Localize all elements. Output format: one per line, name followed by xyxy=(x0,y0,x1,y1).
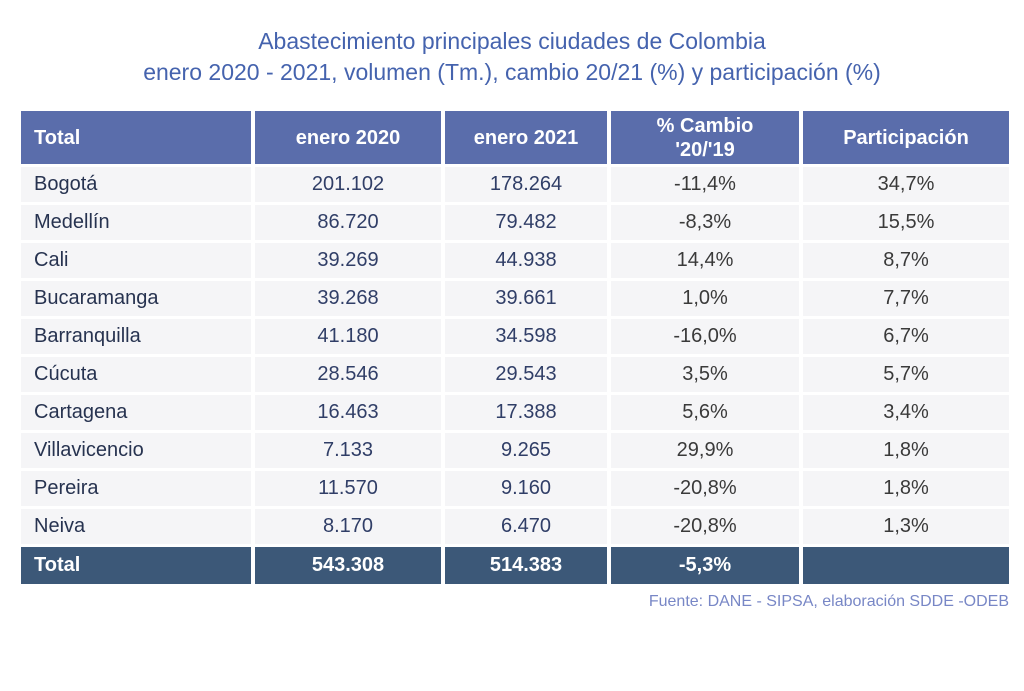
table-row: Barranquilla 41.180 34.598 -16,0% 6,7% xyxy=(21,319,1009,357)
cambio-cell: 29,9% xyxy=(611,433,803,471)
table-row: Neiva 8.170 6.470 -20,8% 1,3% xyxy=(21,509,1009,547)
participacion-cell: 6,7% xyxy=(803,319,1009,357)
cambio-cell: 14,4% xyxy=(611,243,803,281)
column-header-cambio: % Cambio '20/'19 xyxy=(611,111,803,167)
city-cell: Pereira xyxy=(21,471,255,509)
cambio-cell: 3,5% xyxy=(611,357,803,395)
participacion-cell: 1,8% xyxy=(803,433,1009,471)
total-enero-2020-cell: 543.308 xyxy=(255,547,445,584)
enero-2021-cell: 9.160 xyxy=(445,471,611,509)
table-row: Bogotá 201.102 178.264 -11,4% 34,7% xyxy=(21,167,1009,205)
table-row: Pereira 11.570 9.160 -20,8% 1,8% xyxy=(21,471,1009,509)
participacion-cell: 5,7% xyxy=(803,357,1009,395)
total-participacion-cell xyxy=(803,547,1009,584)
enero-2020-cell: 8.170 xyxy=(255,509,445,547)
city-cell: Cartagena xyxy=(21,395,255,433)
page-root: Abastecimiento principales ciudades de C… xyxy=(0,26,1024,611)
table-row: Villavicencio 7.133 9.265 29,9% 1,8% xyxy=(21,433,1009,471)
total-cambio-cell: -5,3% xyxy=(611,547,803,584)
enero-2021-cell: 39.661 xyxy=(445,281,611,319)
enero-2020-cell: 39.268 xyxy=(255,281,445,319)
enero-2020-cell: 7.133 xyxy=(255,433,445,471)
cambio-cell: 1,0% xyxy=(611,281,803,319)
participacion-cell: 1,8% xyxy=(803,471,1009,509)
enero-2020-cell: 41.180 xyxy=(255,319,445,357)
enero-2021-cell: 34.598 xyxy=(445,319,611,357)
table-row: Cali 39.269 44.938 14,4% 8,7% xyxy=(21,243,1009,281)
table-row: Cartagena 16.463 17.388 5,6% 3,4% xyxy=(21,395,1009,433)
total-label-cell: Total xyxy=(21,547,255,584)
enero-2020-cell: 28.546 xyxy=(255,357,445,395)
enero-2021-cell: 9.265 xyxy=(445,433,611,471)
column-header-enero-2020: enero 2020 xyxy=(255,111,445,167)
table-body: Bogotá 201.102 178.264 -11,4% 34,7% Mede… xyxy=(21,167,1009,547)
column-header-participacion: Participación xyxy=(803,111,1009,167)
city-cell: Cúcuta xyxy=(21,357,255,395)
total-enero-2021-cell: 514.383 xyxy=(445,547,611,584)
cambio-cell: -20,8% xyxy=(611,509,803,547)
enero-2020-cell: 16.463 xyxy=(255,395,445,433)
city-cell: Bucaramanga xyxy=(21,281,255,319)
title-line-2: enero 2020 - 2021, volumen (Tm.), cambio… xyxy=(143,59,881,85)
column-header-enero-2021: enero 2021 xyxy=(445,111,611,167)
source-caption: Fuente: DANE - SIPSA, elaboración SDDE -… xyxy=(648,593,1009,610)
enero-2020-cell: 39.269 xyxy=(255,243,445,281)
city-cell: Barranquilla xyxy=(21,319,255,357)
header-row: Total enero 2020 enero 2021 % Cambio '20… xyxy=(21,111,1009,167)
enero-2021-cell: 17.388 xyxy=(445,395,611,433)
title-line-1: Abastecimiento principales ciudades de C… xyxy=(258,28,766,54)
participacion-cell: 7,7% xyxy=(803,281,1009,319)
enero-2020-cell: 201.102 xyxy=(255,167,445,205)
page-title: Abastecimiento principales ciudades de C… xyxy=(0,26,1024,88)
participacion-cell: 34,7% xyxy=(803,167,1009,205)
participacion-cell: 3,4% xyxy=(803,395,1009,433)
participacion-cell: 15,5% xyxy=(803,205,1009,243)
city-cell: Medellín xyxy=(21,205,255,243)
total-row: Total 543.308 514.383 -5,3% xyxy=(21,547,1009,584)
participacion-cell: 8,7% xyxy=(803,243,1009,281)
enero-2020-cell: 86.720 xyxy=(255,205,445,243)
enero-2021-cell: 6.470 xyxy=(445,509,611,547)
table-row: Bucaramanga 39.268 39.661 1,0% 7,7% xyxy=(21,281,1009,319)
table-row: Medellín 86.720 79.482 -8,3% 15,5% xyxy=(21,205,1009,243)
city-cell: Bogotá xyxy=(21,167,255,205)
city-cell: Neiva xyxy=(21,509,255,547)
cambio-cell: -11,4% xyxy=(611,167,803,205)
supply-table: Total enero 2020 enero 2021 % Cambio '20… xyxy=(21,111,1009,584)
enero-2021-cell: 79.482 xyxy=(445,205,611,243)
column-header-total: Total xyxy=(21,111,255,167)
cambio-cell: 5,6% xyxy=(611,395,803,433)
enero-2021-cell: 44.938 xyxy=(445,243,611,281)
enero-2021-cell: 178.264 xyxy=(445,167,611,205)
enero-2020-cell: 11.570 xyxy=(255,471,445,509)
city-cell: Villavicencio xyxy=(21,433,255,471)
table-row: Cúcuta 28.546 29.543 3,5% 5,7% xyxy=(21,357,1009,395)
cambio-cell: -20,8% xyxy=(611,471,803,509)
enero-2021-cell: 29.543 xyxy=(445,357,611,395)
city-cell: Cali xyxy=(21,243,255,281)
participacion-cell: 1,3% xyxy=(803,509,1009,547)
cambio-cell: -8,3% xyxy=(611,205,803,243)
cambio-cell: -16,0% xyxy=(611,319,803,357)
